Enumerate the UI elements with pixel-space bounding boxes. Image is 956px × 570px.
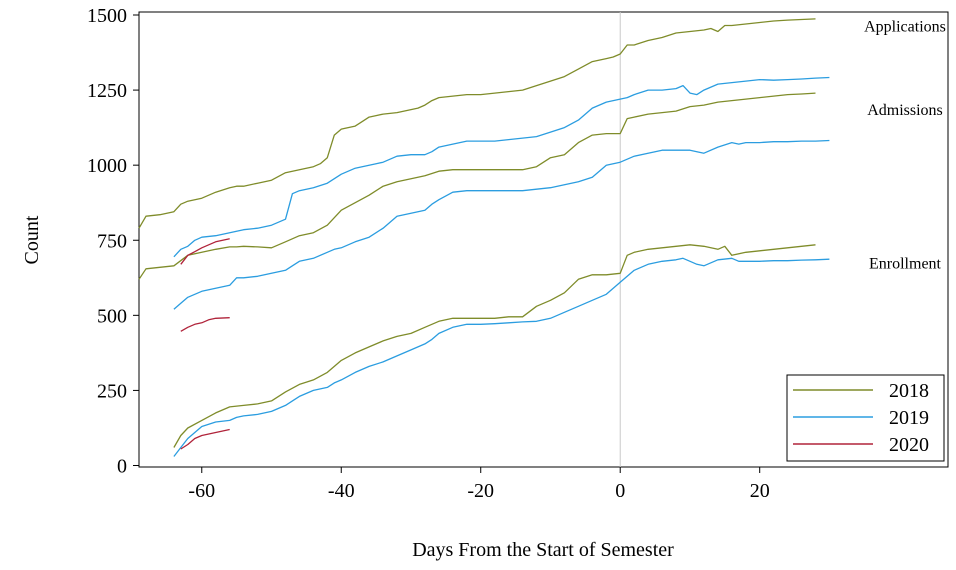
x-tick-label: -40 [328,480,355,502]
y-axis-label: Count [21,215,43,264]
y-tick-label: 1000 [87,155,127,177]
x-tick-label: 0 [615,480,625,502]
series-layer [138,18,830,457]
legend: 2018 2019 2020 [786,374,945,462]
annotations-layer: Applications Admissions Enrollment [864,18,946,272]
series-line-2020-enrollment [180,428,230,450]
series-line-2019-applications [173,76,830,258]
x-tick-label: -60 [188,480,215,502]
series-line-2018-admissions [138,92,816,280]
y-tick-label: 750 [97,230,127,252]
series-line-2018-applications [138,18,816,229]
series-line-2020-applications [180,238,230,265]
annotation-admissions: Admissions [867,102,943,119]
plot-frame [138,11,949,468]
x-tick-label: 20 [750,480,770,502]
legend-label-2019: 2019 [889,407,929,429]
x-axis-label: Days From the Start of Semester [412,539,674,561]
x-tick-label: -20 [467,480,494,502]
series-line-2019-admissions [173,139,830,310]
legend-label-2018: 2018 [889,380,929,402]
y-tick-label: 250 [97,380,127,402]
y-tick-label: 0 [117,455,127,477]
series-line-2018-enrollment [173,244,816,448]
annotation-applications: Applications [864,18,946,35]
series-line-2019-enrollment [173,257,830,457]
series-line-2020-admissions [180,317,230,332]
plot-frame-layer [138,11,949,468]
y-tick-label: 500 [97,305,127,327]
y-tick-label: 1500 [87,5,127,27]
annotation-enrollment: Enrollment [869,256,942,273]
y-tick-label: 1250 [87,80,127,102]
legend-label-2020: 2020 [889,434,929,456]
axis-ticks-layer: -60 -40 -20 0 20 0 250 500 750 1000 1250 1500 [87,5,770,502]
